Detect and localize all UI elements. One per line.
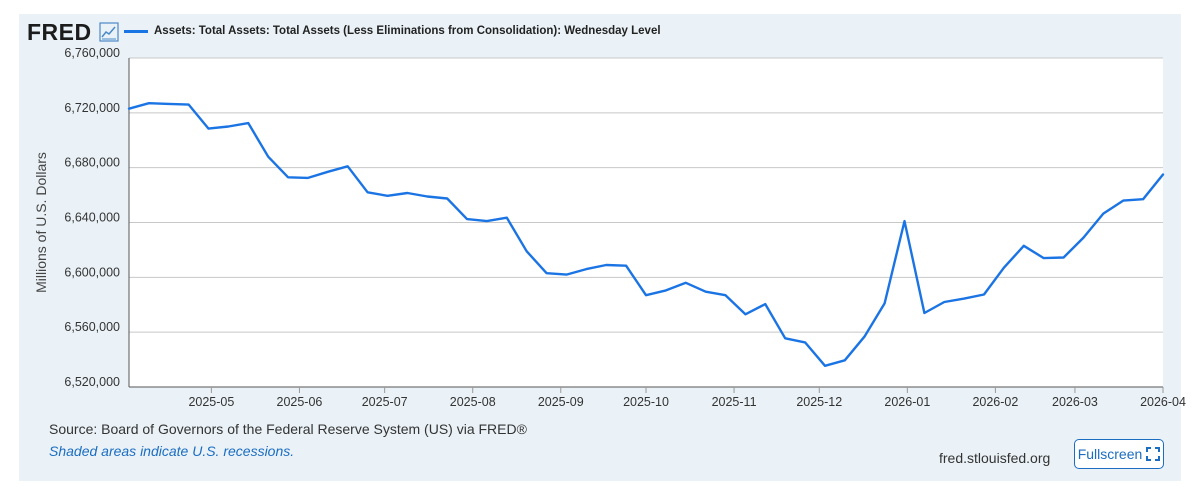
gridlines	[128, 57, 1163, 388]
y-tick-label: 6,520,000	[64, 375, 120, 389]
expand-icon	[1146, 447, 1161, 461]
x-tick-label: 2026-03	[1052, 395, 1098, 409]
y-tick-label: 6,720,000	[64, 101, 120, 115]
y-tick-label: 6,640,000	[64, 211, 120, 225]
x-tick-label: 2025-08	[450, 395, 496, 409]
x-tick-label: 2025-10	[623, 395, 669, 409]
x-tick-label: 2026-01	[884, 395, 930, 409]
x-tick-label: 2026-02	[972, 395, 1018, 409]
y-tick-label: 6,560,000	[64, 320, 120, 334]
fullscreen-button[interactable]: Fullscreen	[1074, 439, 1164, 469]
recession-note: Shaded areas indicate U.S. recessions.	[49, 443, 295, 459]
x-tick-label: 2025-06	[277, 395, 323, 409]
x-tick-label: 2025-07	[362, 395, 408, 409]
x-tick-label: 2026-04	[1140, 395, 1186, 409]
x-tick-label: 2025-09	[538, 395, 584, 409]
fred-logo[interactable]: FRED	[27, 19, 92, 45]
line-chart-icon	[99, 22, 119, 42]
y-tick-label: 6,600,000	[64, 265, 120, 279]
legend-swatch	[124, 29, 148, 33]
legend-label: Assets: Total Assets: Total Assets (Less…	[154, 25, 661, 37]
x-tick-label: 2025-12	[796, 395, 842, 409]
y-axis-label: Millions of U.S. Dollars	[33, 152, 49, 293]
source-text: Source: Board of Governors of the Federa…	[49, 421, 527, 437]
y-axis-ticks: 6,520,000 6,560,000 6,600,000 6,640,000 6,68…	[64, 46, 120, 389]
site-url[interactable]: fred.stlouisfed.org	[939, 450, 1051, 466]
y-tick-label: 6,760,000	[64, 46, 120, 60]
x-axis-ticks: 2025-05 2025-06 2025-07 2025-08 2025-09 2025-…	[188, 387, 1186, 409]
fullscreen-label: Fullscreen	[1077, 446, 1143, 462]
legend[interactable]: Assets: Total Assets: Total Assets (Less…	[124, 22, 661, 40]
series-layer	[127, 101, 1165, 367]
x-tick-label: 2025-05	[188, 395, 234, 409]
x-tick-label: 2025-11	[712, 395, 757, 409]
y-tick-label: 6,680,000	[64, 156, 120, 170]
